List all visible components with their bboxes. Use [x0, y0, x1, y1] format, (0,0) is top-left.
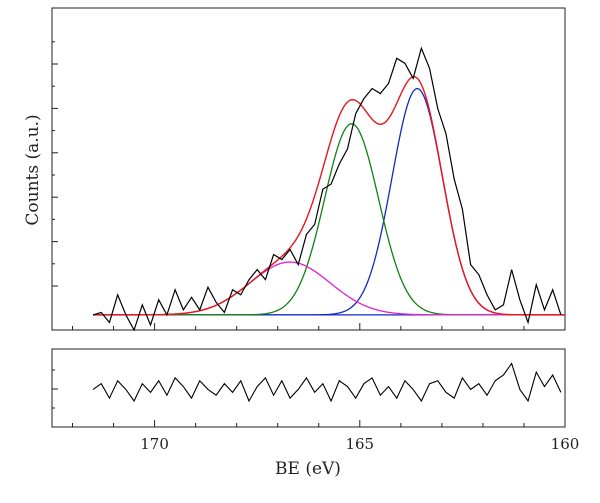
- residual-ticks: [52, 369, 566, 427]
- main-ticks: [52, 41, 566, 330]
- fit-envelope-line: [93, 76, 565, 316]
- y-axis-label: Counts (a.u.): [23, 114, 43, 225]
- main-panel-frame: [51, 7, 566, 331]
- residual-panel-frame: [51, 348, 566, 428]
- main-plot-area: [92, 46, 565, 332]
- x-axis-label: BE (eV): [275, 459, 341, 479]
- x-tick-labels: 170 165 160: [140, 435, 579, 453]
- component-peak-1: [93, 87, 565, 316]
- residual-line: [92, 362, 562, 403]
- residual-plot-area: [92, 362, 562, 403]
- component-peak-2: [93, 123, 565, 316]
- x-tick-label: 170: [140, 435, 169, 453]
- x-tick-label: 160: [551, 435, 580, 453]
- raw-spectrum-line: [92, 46, 562, 332]
- x-tick-label: 165: [345, 435, 374, 453]
